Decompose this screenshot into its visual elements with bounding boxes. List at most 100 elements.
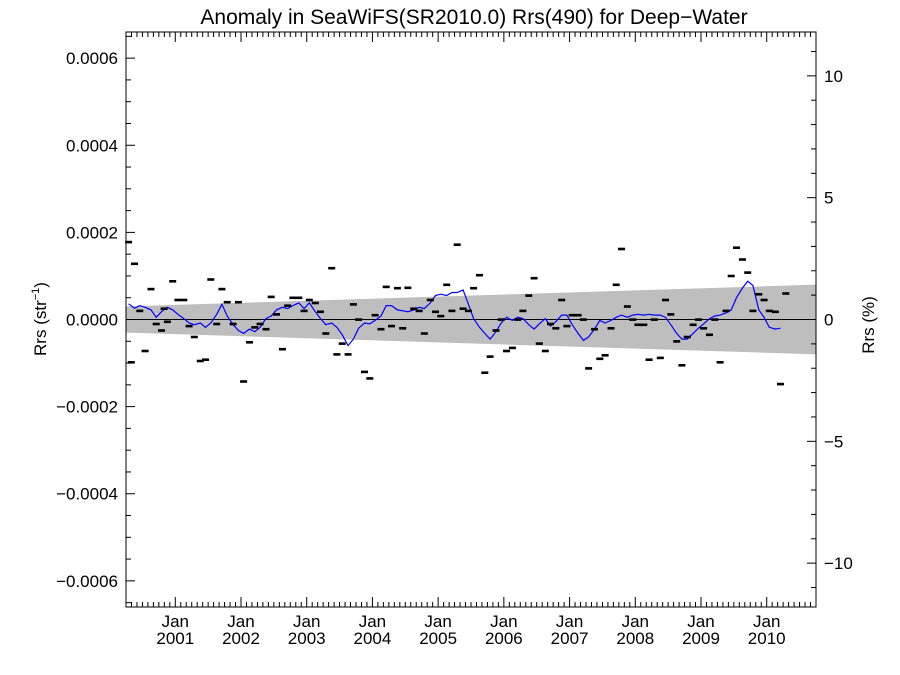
points-layer [125, 240, 790, 386]
data-point [141, 349, 149, 353]
data-point [765, 309, 773, 313]
left-tick-label: 0.0002 [66, 223, 118, 242]
data-point [558, 298, 566, 302]
data-point [382, 285, 390, 289]
data-point [169, 280, 177, 283]
data-point [694, 318, 702, 321]
data-point [601, 354, 609, 357]
data-point [246, 341, 253, 344]
data-point [174, 298, 182, 302]
x-tick-label-year: 2006 [485, 629, 523, 648]
data-point [366, 377, 374, 380]
data-point [311, 301, 319, 305]
right-tick-label: 0 [824, 311, 833, 330]
x-tick-label-month: Jan [227, 612, 254, 631]
data-point [207, 278, 215, 281]
data-point [213, 322, 221, 326]
data-point [470, 286, 478, 290]
data-point [355, 318, 363, 321]
left-tick-label: −0.0002 [56, 398, 118, 417]
data-point [420, 332, 428, 335]
left-tick-label: −0.0006 [56, 572, 118, 591]
data-point [612, 283, 620, 287]
data-point [585, 367, 593, 370]
data-point [535, 342, 543, 345]
right-tick-label: −5 [824, 432, 843, 451]
data-point [476, 273, 483, 277]
data-point [399, 327, 407, 330]
x-tick-label-month: Jan [359, 612, 386, 631]
right-tick-label: 10 [824, 67, 843, 86]
data-point [656, 356, 664, 360]
data-point [514, 318, 522, 321]
data-point [305, 298, 313, 302]
data-point [519, 309, 527, 313]
x-tick-label-year: 2009 [682, 629, 720, 648]
data-point [278, 347, 286, 351]
x-tick-label-month: Jan [556, 612, 583, 631]
data-point [284, 304, 292, 307]
x-tick-label-month: Jan [162, 612, 189, 631]
data-point [755, 293, 763, 296]
data-point [530, 276, 538, 280]
data-point [481, 371, 489, 374]
data-point [388, 324, 395, 328]
x-tick-label-year: 2003 [288, 629, 326, 648]
data-point [202, 358, 209, 361]
data-point [486, 355, 494, 358]
data-point [344, 353, 352, 356]
data-point [218, 287, 226, 291]
data-point [240, 380, 248, 383]
data-point [415, 309, 423, 313]
data-point [125, 240, 133, 244]
data-point [711, 318, 719, 321]
x-tick-label-month: Jan [293, 612, 320, 631]
data-point [426, 298, 434, 302]
data-point [744, 271, 752, 274]
data-point [568, 313, 576, 317]
data-point [448, 309, 456, 313]
data-point [300, 309, 308, 313]
data-point [251, 326, 259, 329]
data-point [667, 313, 675, 316]
data-point [229, 322, 237, 326]
x-tick-label-month: Jan [687, 612, 714, 631]
data-point [492, 329, 500, 332]
data-point [262, 327, 270, 331]
data-point [629, 318, 637, 321]
data-point [749, 309, 757, 313]
data-point [196, 359, 204, 363]
data-point [267, 295, 275, 299]
ticks-layer [125, 32, 817, 607]
data-point [338, 342, 346, 345]
data-point [160, 307, 168, 310]
data-point [722, 309, 730, 313]
data-point [464, 309, 472, 313]
x-tick-label-year: 2010 [748, 629, 786, 648]
x-tick-label-year: 2002 [222, 629, 260, 648]
x-tick-label-year: 2005 [419, 629, 457, 648]
data-point [650, 318, 658, 321]
data-point [700, 327, 708, 330]
data-point [361, 370, 368, 374]
data-point [459, 307, 467, 310]
data-point [563, 324, 571, 328]
data-point [256, 322, 264, 326]
data-point [503, 349, 510, 353]
data-point [733, 246, 740, 249]
left-tick-label: −0.0004 [56, 485, 118, 504]
data-point [273, 313, 280, 316]
data-point [689, 323, 697, 327]
data-point [234, 300, 242, 304]
series-line [128, 280, 781, 347]
data-point [497, 318, 505, 321]
data-point [377, 327, 385, 331]
data-point [623, 305, 631, 308]
data-point [634, 323, 642, 327]
x-tick-label-year: 2004 [354, 629, 392, 648]
y-axis-right-label: Rrs (%) [859, 296, 878, 354]
data-point [131, 262, 138, 266]
data-point [163, 320, 171, 324]
data-point [127, 361, 135, 364]
data-point [716, 361, 724, 364]
